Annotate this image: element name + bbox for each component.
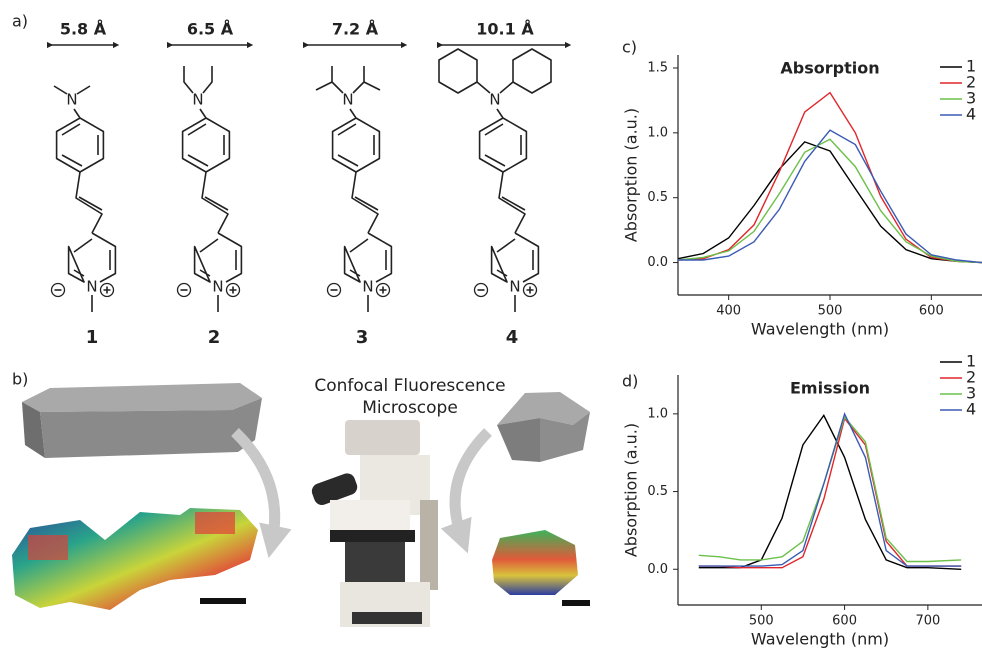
y-tick-label: 0.0 <box>647 562 668 577</box>
series-line <box>678 93 982 263</box>
x-tick-label: 500 <box>818 304 843 319</box>
compound-number: 4 <box>506 327 519 348</box>
panel-label: b) <box>12 370 28 389</box>
x-tick-label: 600 <box>832 614 857 629</box>
molecule: 6.5 Å N N 2 <box>170 20 250 349</box>
atom-label: N <box>342 91 353 109</box>
y-tick-label: 1.0 <box>647 406 668 421</box>
y-tick-label: 1.0 <box>647 125 668 140</box>
x-tick-label: 700 <box>915 614 940 629</box>
compound-number: 1 <box>86 327 99 348</box>
width-label: 5.8 Å <box>60 20 107 39</box>
y-tick-label: 1.5 <box>647 60 668 75</box>
x-tick-label: 400 <box>716 304 741 319</box>
y-axis-label: Absorption (a.u.) <box>622 108 641 242</box>
atom-label: N <box>509 278 520 296</box>
crystal-image <box>492 530 590 606</box>
microscope-label: Microscope <box>362 398 458 418</box>
legend-label: 4 <box>966 105 976 124</box>
microscope <box>310 420 438 627</box>
y-tick-label: 0.0 <box>647 255 668 270</box>
atom-label: N <box>66 91 77 109</box>
compound-number: 3 <box>356 327 369 348</box>
crystal-image <box>12 508 258 610</box>
legend-label: 4 <box>966 400 976 419</box>
y-tick-label: 0.5 <box>647 484 668 499</box>
series-line <box>678 142 982 263</box>
y-tick-label: 0.5 <box>647 190 668 205</box>
width-label: 10.1 Å <box>476 20 534 39</box>
atom-label: N <box>362 278 373 296</box>
atom-label: N <box>86 278 97 296</box>
series-line <box>678 139 982 262</box>
series-line <box>699 414 961 566</box>
x-axis-label: Wavelength (nm) <box>751 320 889 339</box>
atom-label: N <box>489 91 500 109</box>
panel-label: c) <box>622 38 637 57</box>
arrow <box>455 432 488 538</box>
x-tick-label: 500 <box>749 614 774 629</box>
figure: a) b) c) d) 5.8 Å N N 1 6.5 Å N N 2 7.2 … <box>0 0 982 651</box>
panel-label: a) <box>12 12 28 31</box>
series-line <box>699 419 961 568</box>
width-label: 7.2 Å <box>332 20 379 39</box>
x-axis-label: Wavelength (nm) <box>751 630 889 649</box>
series-line <box>678 130 982 262</box>
series-line <box>699 415 961 569</box>
series-line <box>699 417 961 562</box>
panel-label: d) <box>622 372 638 391</box>
molecule: 5.8 Å N N 1 <box>50 20 116 349</box>
molecule: 10.1 Å N N 4 <box>439 20 568 349</box>
atom-label: N <box>212 278 223 296</box>
molecule: 7.2 Å N N 3 <box>306 20 404 349</box>
compound-number: 2 <box>208 327 221 348</box>
x-tick-label: 600 <box>919 304 944 319</box>
chart-title: Absorption <box>780 59 879 78</box>
chart-title: Emission <box>790 379 870 398</box>
width-label: 6.5 Å <box>187 20 234 39</box>
y-axis-label: Absorption (a.u.) <box>622 423 641 557</box>
crystal-model <box>22 383 262 458</box>
atom-label: N <box>192 91 203 109</box>
crystal-model <box>497 392 590 462</box>
microscope-label: Confocal Fluorescence <box>314 376 505 396</box>
